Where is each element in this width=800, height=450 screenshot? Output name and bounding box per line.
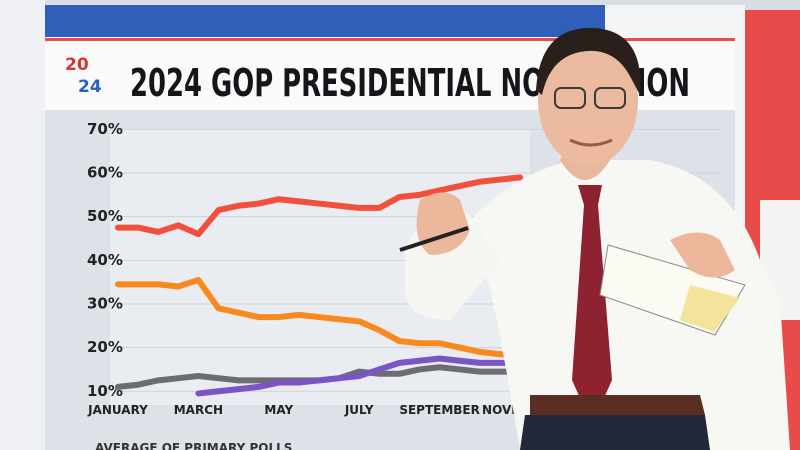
y-tick-label: 10% [87,382,123,400]
y-tick-label: 30% [87,294,123,312]
trousers [520,415,710,450]
logo-top: 20 [65,55,89,75]
head [538,34,638,166]
studio-wall [0,0,45,450]
x-tick-label: MAY [264,403,293,417]
x-tick-label: JANUARY [87,403,148,417]
tie [572,185,612,425]
glasses-right [594,87,626,109]
presenter [399,27,790,450]
notepad-note [680,285,740,332]
x-tick-label: SEPTEMBER [399,403,480,417]
chart-subtitle: AVERAGE OF PRIMARY POLLS [95,441,292,450]
x-tick-label: MARCH [174,403,223,417]
logo-bottom: 24 [78,77,102,97]
pen [399,226,469,252]
y-tick-label: 40% [87,251,123,269]
title-rule [45,38,735,41]
mouth [569,138,613,147]
right-hand [670,232,735,278]
series-line [115,276,523,360]
glasses-left [554,87,586,109]
y-tick-label: 50% [87,207,123,225]
y-tick-label: 20% [87,338,123,356]
y-tick-label: 60% [87,164,123,182]
hair [536,27,641,95]
series-line [115,174,523,238]
x-tick-label: JULY [344,403,374,417]
series-line [195,355,523,397]
y-tick-label: 70% [87,120,123,138]
blue-band [45,5,605,37]
belt [530,395,705,415]
